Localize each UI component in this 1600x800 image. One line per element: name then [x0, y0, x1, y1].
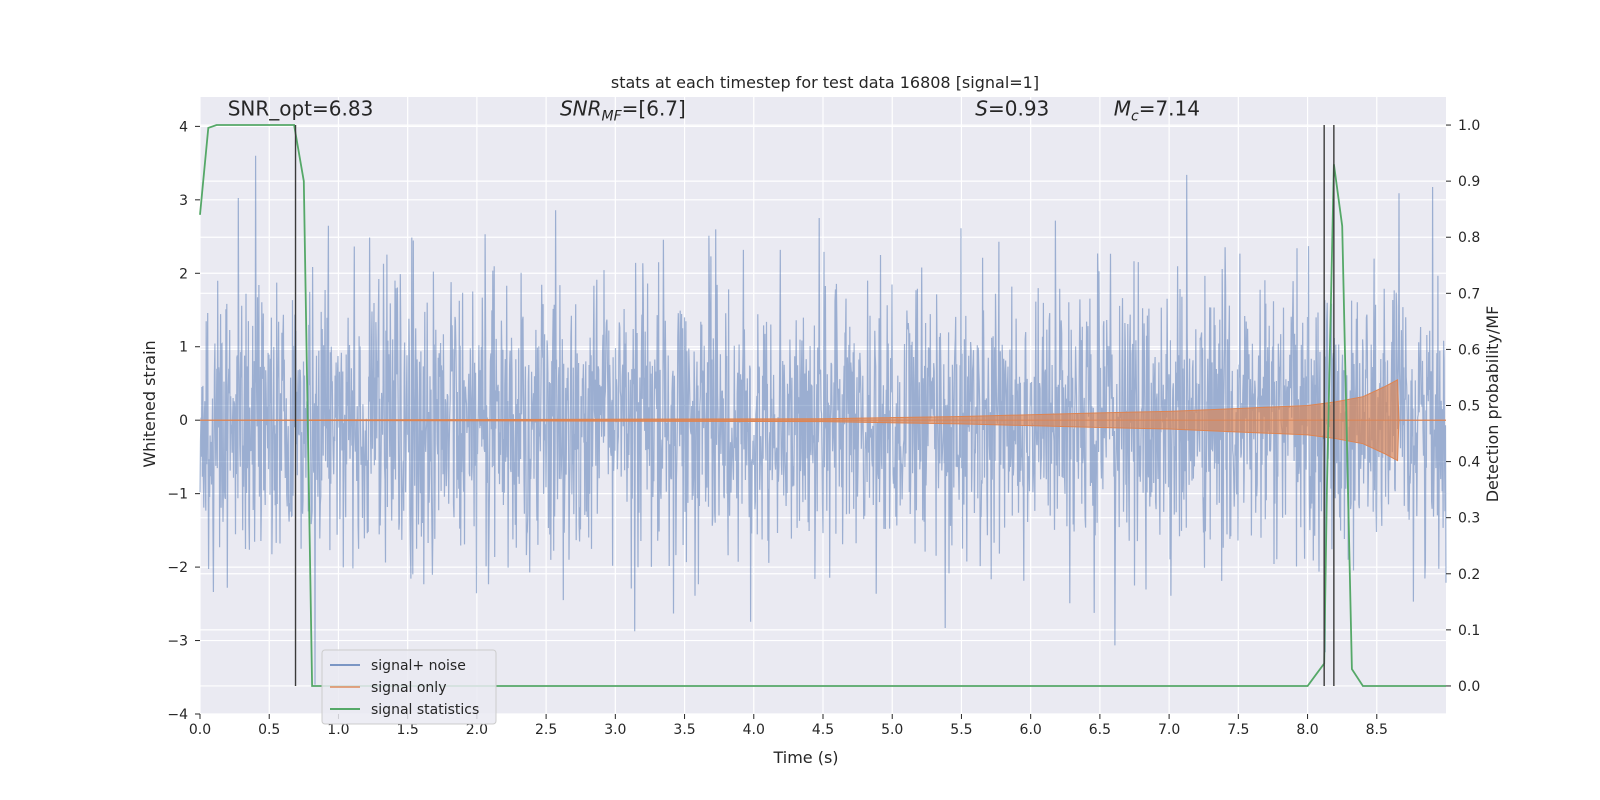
y-axis-label: Whitened strain [140, 340, 159, 467]
x-tick-label: 0.0 [189, 722, 211, 738]
y-tick-label: −4 [167, 707, 188, 723]
x-axis-label: Time (s) [772, 748, 838, 767]
legend-box [321, 649, 497, 725]
y-axis-ticks: 4 3 2 1 0 −1 −2 −3 −4 [167, 119, 200, 723]
vertical-lines [294, 125, 1335, 686]
x-tick-label: 0.5 [258, 722, 280, 738]
y-right-tick-label: 0.1 [1458, 623, 1480, 639]
x-tick-label: 8.5 [1366, 722, 1388, 738]
legend-label: signal only [371, 680, 446, 696]
x-tick-label: 2.0 [466, 722, 488, 738]
y-tick-label: −1 [167, 487, 188, 503]
series-layer [199, 124, 1447, 687]
y-right-axis-ticks: 1.0 0.9 0.8 0.7 0.6 0.5 0.4 0.3 0.2 0.1 0.0 [1446, 118, 1480, 695]
x-tick-label: 2.5 [535, 722, 557, 738]
y-right-tick-label: 0.2 [1458, 567, 1480, 583]
x-tick-label: 1.5 [397, 722, 419, 738]
y-right-tick-label: 0.7 [1458, 286, 1480, 302]
x-tick-label: 6.0 [1020, 722, 1042, 738]
y-right-tick-label: 1.0 [1458, 118, 1480, 134]
y-right-tick-label: 0.0 [1458, 679, 1480, 695]
x-tick-label: 3.5 [673, 722, 695, 738]
y-tick-label: 3 [179, 193, 188, 209]
x-tick-label: 7.0 [1158, 722, 1180, 738]
x-tick-label: 8.0 [1296, 722, 1318, 738]
y-right-tick-label: 0.5 [1458, 399, 1480, 415]
legend: signal+ noise signal only signal statistic… [321, 649, 497, 725]
x-tick-label: 1.0 [327, 722, 349, 738]
y-tick-label: 4 [179, 119, 188, 135]
legend-label: signal statistics [371, 702, 479, 718]
x-tick-label: 7.5 [1227, 722, 1249, 738]
x-tick-label: 5.0 [881, 722, 903, 738]
annotation: Mc=7.14 [1114, 97, 1200, 125]
legend-label: signal+ noise [371, 658, 466, 674]
y-tick-label: 0 [179, 413, 188, 429]
y-tick-label: −3 [167, 634, 188, 650]
x-tick-label: 4.0 [743, 722, 765, 738]
x-tick-label: 5.5 [950, 722, 972, 738]
x-tick-label: 6.5 [1089, 722, 1111, 738]
annotations: SNR_opt=6.83 SNRMF=[6.7] S=0.93 Mc=7.14 [228, 97, 1200, 125]
y-right-axis-label: Detection probability/MF [1483, 306, 1502, 503]
y-right-tick-label: 0.6 [1458, 342, 1480, 358]
y-tick-label: −2 [167, 560, 188, 576]
x-tick-label: 3.0 [604, 722, 626, 738]
chart-title: stats at each timestep for test data 168… [611, 73, 1039, 92]
series-signal-statistics-line [199, 124, 1446, 687]
annotation: SNR_opt=6.83 [228, 97, 374, 121]
y-tick-label: 1 [179, 340, 188, 356]
series-signal-noise-line [199, 155, 1447, 685]
y-right-tick-label: 0.4 [1458, 455, 1480, 471]
x-axis-ticks: 0.0 0.5 1.0 1.5 2.0 2.5 3.0 3.5 4.0 4.5 5.0 5.5 6.0 6… [189, 714, 1388, 738]
annotation: SNRMF=[6.7] [560, 97, 686, 125]
y-tick-label: 2 [179, 266, 188, 282]
y-right-tick-label: 0.9 [1458, 174, 1480, 190]
annotation: S=0.93 [975, 97, 1049, 121]
y-right-tick-label: 0.8 [1458, 230, 1480, 246]
y-right-tick-label: 0.3 [1458, 511, 1480, 527]
x-tick-label: 4.5 [812, 722, 834, 738]
